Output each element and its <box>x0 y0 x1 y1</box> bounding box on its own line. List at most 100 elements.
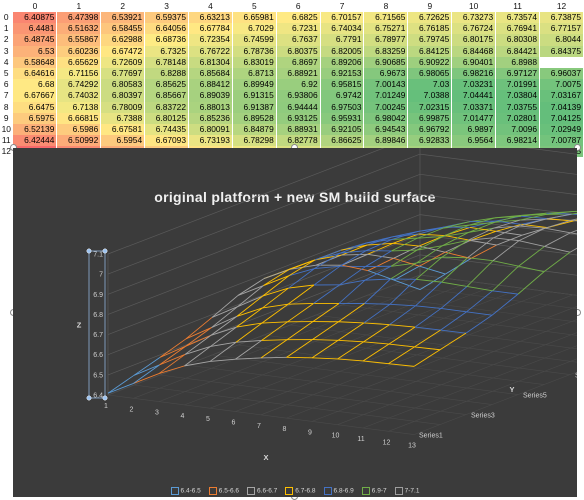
data-cell[interactable]: 6.90401 <box>451 56 496 68</box>
data-cell[interactable]: 6.76724 <box>451 23 496 35</box>
data-cell[interactable]: 6.88013 <box>188 101 233 113</box>
row-header[interactable]: 4 <box>0 56 13 68</box>
data-cell[interactable]: 6.8288 <box>144 67 189 80</box>
column-header[interactable]: 2 <box>100 0 145 12</box>
data-cell[interactable]: 6.72625 <box>407 12 452 24</box>
data-cell[interactable]: 7.03 <box>407 79 452 91</box>
data-cell[interactable]: 6.97503 <box>320 101 364 113</box>
data-cell[interactable]: 7.01249 <box>363 90 408 102</box>
data-cell[interactable]: 6.76722 <box>188 45 233 57</box>
data-cell[interactable]: 6.7791 <box>320 34 364 46</box>
data-cell[interactable]: 6.7138 <box>56 101 101 113</box>
data-cell[interactable]: 6.83019 <box>232 56 277 68</box>
data-cell[interactable]: 6.88921 <box>276 67 321 80</box>
data-cell[interactable]: 6.73574 <box>495 12 540 24</box>
data-cell[interactable]: 7.00787 <box>539 135 584 147</box>
data-cell[interactable]: 6.7325 <box>144 45 189 57</box>
data-cell[interactable]: 6.76941 <box>495 23 540 35</box>
data-cell[interactable]: 6.65629 <box>56 56 101 68</box>
row-header[interactable]: 7 <box>0 90 13 102</box>
data-cell[interactable]: 6.7637 <box>276 34 321 46</box>
legend-item[interactable]: 6.5-6.6 <box>208 487 239 495</box>
data-cell[interactable]: 6.82005 <box>320 45 364 57</box>
row-header[interactable]: 10 <box>0 123 13 136</box>
column-header[interactable]: 7 <box>320 0 364 12</box>
data-cell[interactable]: 6.89846 <box>363 135 408 147</box>
data-cell[interactable]: 6.85236 <box>188 112 233 124</box>
data-cell[interactable]: 6.78298 <box>232 135 277 147</box>
data-cell[interactable]: 6.63213 <box>188 12 233 24</box>
column-header[interactable]: 0 <box>12 0 57 12</box>
data-cell[interactable]: 6.62988 <box>100 34 145 46</box>
data-cell[interactable]: 6.42444 <box>12 135 57 147</box>
legend-item[interactable]: 6.7-6.8 <box>285 487 316 495</box>
data-cell[interactable]: 6.97127 <box>495 67 540 80</box>
data-cell[interactable]: 6.91315 <box>232 90 277 102</box>
data-cell[interactable]: 6.82778 <box>276 135 321 147</box>
data-cell[interactable]: 6.52139 <box>12 123 57 136</box>
data-cell[interactable]: 6.80308 <box>495 34 540 46</box>
data-cell[interactable]: 6.65981 <box>232 12 277 24</box>
data-cell[interactable]: 6.88412 <box>188 79 233 91</box>
data-cell[interactable]: 7.04125 <box>539 112 584 124</box>
data-cell[interactable]: 6.71565 <box>363 12 408 24</box>
legend-item[interactable]: 6.8-6.9 <box>323 487 354 495</box>
data-cell[interactable]: 7.01477 <box>451 112 496 124</box>
data-cell[interactable]: 7.03371 <box>451 101 496 113</box>
data-cell[interactable]: 6.84421 <box>495 45 540 57</box>
legend-item[interactable]: 6.9-7 <box>361 487 387 495</box>
column-header[interactable]: 1 <box>56 0 101 12</box>
row-header[interactable]: 3 <box>0 45 13 57</box>
data-cell[interactable]: 6.84375 <box>539 45 584 57</box>
data-cell[interactable]: 6.4481 <box>12 23 57 35</box>
data-cell[interactable]: 7.04441 <box>451 90 496 102</box>
data-cell[interactable]: 6.78148 <box>144 56 189 68</box>
legend-item[interactable]: 6.4-6.5 <box>170 487 201 495</box>
data-cell[interactable]: 6.91387 <box>232 101 277 113</box>
data-cell[interactable]: 6.74292 <box>56 79 101 91</box>
data-cell[interactable] <box>539 56 584 68</box>
data-cell[interactable]: 6.80375 <box>276 45 321 57</box>
data-cell[interactable]: 6.99875 <box>407 112 452 124</box>
data-cell[interactable]: 6.98042 <box>363 112 408 124</box>
data-cell[interactable]: 6.76185 <box>407 23 452 35</box>
data-cell[interactable]: 6.95931 <box>320 112 364 124</box>
data-cell[interactable]: 7.03755 <box>495 101 540 113</box>
data-cell[interactable]: 6.85625 <box>144 79 189 91</box>
data-cell[interactable]: 6.58648 <box>12 56 57 68</box>
row-header[interactable]: 5 <box>0 67 13 80</box>
data-cell[interactable]: 6.92833 <box>407 135 452 147</box>
row-header[interactable]: 0 <box>0 12 13 24</box>
data-cell[interactable]: 6.92 <box>276 79 321 91</box>
row-header[interactable]: 9 <box>0 112 13 124</box>
data-cell[interactable]: 7.0075 <box>539 79 584 91</box>
column-header[interactable]: 4 <box>188 0 233 12</box>
data-cell[interactable]: 6.70157 <box>320 12 364 24</box>
data-cell[interactable]: 6.78977 <box>363 34 408 46</box>
data-cell[interactable]: 7.02801 <box>495 112 540 124</box>
data-cell[interactable]: 6.78736 <box>232 45 277 57</box>
data-cell[interactable]: 6.73875 <box>539 12 584 24</box>
row-header[interactable]: 11 <box>0 135 13 147</box>
column-header[interactable]: 6 <box>276 0 321 12</box>
row-header[interactable]: 2 <box>0 34 13 46</box>
data-cell[interactable]: 6.67784 <box>188 23 233 35</box>
data-cell[interactable]: 7.03167 <box>539 90 584 102</box>
data-cell[interactable]: 6.85684 <box>188 67 233 80</box>
data-cell[interactable]: 6.67581 <box>100 123 145 136</box>
data-cell[interactable]: 6.40875 <box>12 12 57 24</box>
column-header[interactable]: 9 <box>407 0 452 12</box>
data-cell[interactable]: 6.84125 <box>407 45 452 57</box>
data-cell[interactable]: 6.47398 <box>56 12 101 24</box>
row-header[interactable]: 8 <box>0 101 13 113</box>
column-header[interactable]: 10 <box>451 0 496 12</box>
data-cell[interactable]: 6.89206 <box>320 56 364 68</box>
data-cell[interactable]: 6.90685 <box>363 56 408 68</box>
data-cell[interactable]: 6.89039 <box>188 90 233 102</box>
data-cell[interactable]: 6.64616 <box>12 67 57 80</box>
data-cell[interactable]: 6.58455 <box>100 23 145 35</box>
data-cell[interactable]: 6.55867 <box>56 34 101 46</box>
data-cell[interactable]: 6.9897 <box>451 123 496 136</box>
data-cell[interactable]: 6.81304 <box>188 56 233 68</box>
data-cell[interactable]: 6.6825 <box>276 12 321 24</box>
